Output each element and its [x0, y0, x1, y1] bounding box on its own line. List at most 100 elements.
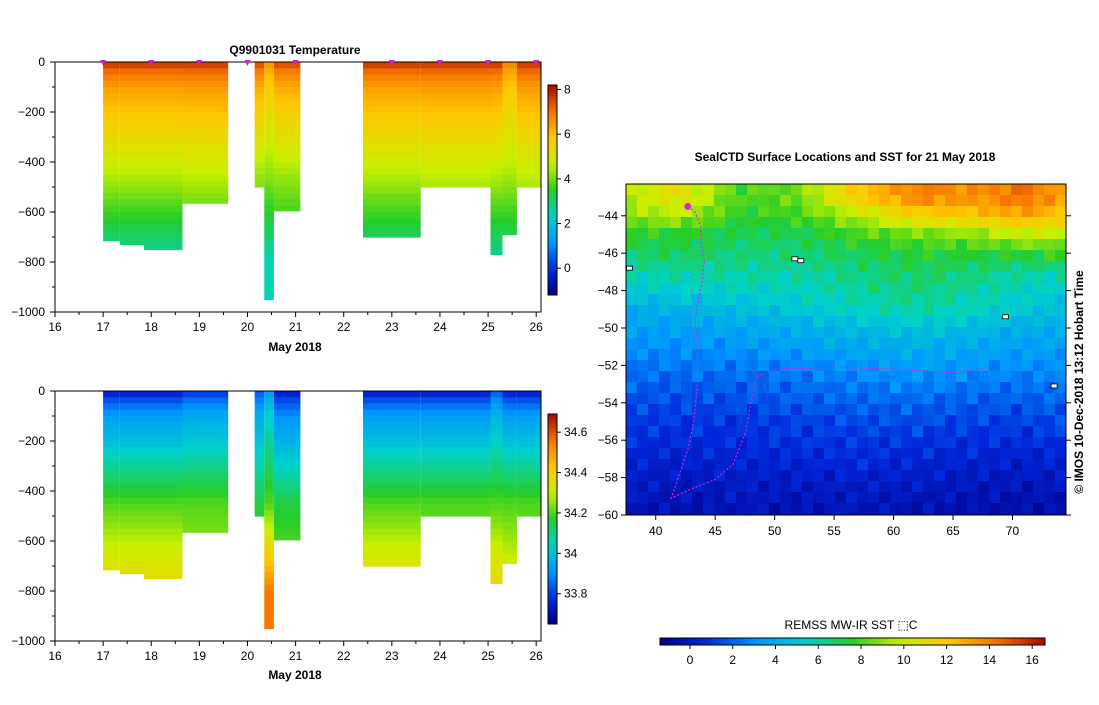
profile-0-cell	[103, 484, 120, 492]
profile-9-cell	[452, 162, 491, 169]
profile-4-cell	[254, 74, 265, 82]
sst-cell	[659, 217, 671, 229]
sst-cell	[703, 393, 715, 405]
colorbar-gradient	[547, 84, 558, 296]
sst-cell	[846, 437, 858, 449]
x-tick-label: 19	[193, 320, 207, 334]
profile-5-cell	[264, 397, 274, 405]
sst-cell	[670, 338, 682, 350]
profile-0-cell	[103, 174, 120, 182]
sst-cell	[626, 514, 638, 515]
sst-cell	[681, 426, 693, 438]
sst-cell	[758, 437, 770, 449]
sst-cell	[747, 283, 759, 295]
sst-cell	[758, 393, 770, 405]
sst-cell	[934, 195, 946, 207]
profile-0-cell	[103, 453, 120, 461]
profile-11	[502, 391, 517, 565]
profile-2-cell	[144, 559, 183, 567]
x-tick-label: 20	[241, 320, 255, 334]
sst-cell	[1000, 228, 1012, 240]
profile-11-cell	[502, 516, 517, 523]
sst-cell	[945, 316, 957, 328]
profile-1-cell	[120, 547, 145, 555]
sst-cell	[934, 404, 946, 416]
profile-2-cell	[144, 516, 183, 523]
profile-6-cell	[273, 118, 301, 126]
sst-cell	[791, 338, 803, 350]
profile-1-cell	[120, 62, 145, 69]
sst-cell	[736, 261, 748, 273]
sst-cell	[934, 305, 946, 317]
profile-7-cell	[363, 105, 421, 113]
sst-cell	[692, 470, 704, 482]
profile-7-cell	[363, 397, 421, 405]
sst-cell	[813, 371, 825, 383]
sst-cell	[670, 426, 682, 438]
profile-9-cell	[452, 68, 491, 76]
profile-6-cell	[273, 130, 301, 138]
sst-cell	[802, 239, 814, 251]
sst-cell	[1033, 294, 1045, 306]
profile-10-cell	[490, 212, 503, 219]
sst-cell	[956, 481, 968, 493]
profile-11-cell	[502, 416, 517, 423]
profile-10-cell	[490, 99, 503, 107]
sst-cell	[923, 415, 935, 427]
lat-tick-label: −46	[598, 246, 619, 260]
profile-5-cell	[264, 497, 274, 505]
sst-cell	[945, 481, 957, 493]
sst-cell	[648, 404, 660, 416]
sst-cell	[1044, 404, 1056, 416]
sst-cell	[791, 206, 803, 218]
sst-cell	[1022, 514, 1034, 515]
profile-12-cell	[516, 484, 541, 492]
profile-10-cell	[490, 224, 503, 232]
sst-cell	[956, 316, 968, 328]
colorbar-tick-label: 2	[564, 217, 571, 231]
profile-2-cell	[144, 572, 183, 580]
sst-cell	[637, 239, 649, 251]
profile-0-cell	[103, 80, 120, 88]
profile-10-cell	[490, 62, 503, 69]
sst-cell	[956, 448, 968, 460]
sst-cell	[1022, 316, 1034, 328]
sst-cell	[747, 195, 759, 207]
sst-cell	[835, 250, 847, 262]
profile-12	[516, 391, 541, 517]
sst-cell	[791, 327, 803, 339]
sst-cell	[769, 437, 781, 449]
sst-cell	[1055, 349, 1066, 361]
surface-marker	[292, 60, 299, 66]
sst-cell	[703, 294, 715, 306]
profile-4-cell	[254, 447, 265, 455]
sst-cell	[769, 272, 781, 284]
sst-cell	[1044, 305, 1056, 317]
profile-5-cell	[264, 205, 274, 213]
sst-cell	[846, 272, 858, 284]
profile-7-cell	[363, 80, 421, 88]
sst-cell	[1044, 349, 1056, 361]
profile-6-cell	[273, 149, 301, 157]
sst-cell	[901, 305, 913, 317]
sst-cell	[725, 426, 737, 438]
sst-cell	[890, 404, 902, 416]
sst-cell	[758, 360, 770, 372]
profile-11-cell	[502, 130, 517, 138]
profile-9-cell	[452, 447, 491, 455]
sst-cell	[648, 327, 660, 339]
sst-cell	[648, 338, 660, 350]
sst-cell	[747, 206, 759, 218]
profile-7-cell	[363, 516, 421, 523]
sst-cell	[703, 503, 715, 515]
sst-tick-label: 14	[983, 653, 997, 667]
sst-cell	[1055, 294, 1066, 306]
sst-cell	[659, 239, 671, 251]
sst-cell	[868, 492, 880, 504]
sst-cell	[879, 206, 891, 218]
profile-12-cell	[516, 130, 541, 138]
sst-cell	[1055, 184, 1066, 196]
sst-cell	[923, 305, 935, 317]
sst-cell	[769, 382, 781, 394]
colorbar-tick-label: 33.8	[564, 587, 588, 601]
